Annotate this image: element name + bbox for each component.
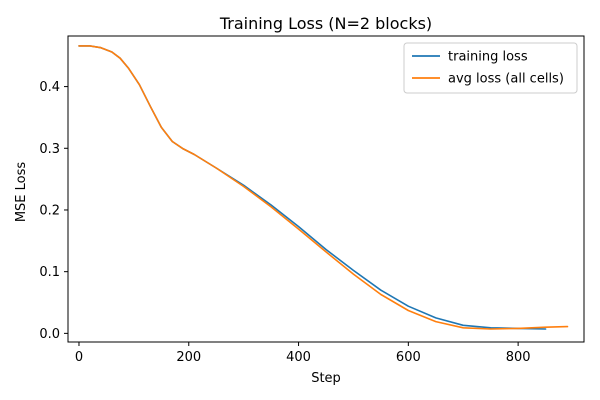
- y-axis-label: MSE Loss: [14, 162, 29, 223]
- x-axis: 0 200 400 600 800: [75, 342, 531, 365]
- legend-label: training loss: [448, 50, 528, 65]
- x-tick-label: 800: [506, 350, 531, 365]
- x-tick-label: 0: [75, 350, 83, 365]
- legend: training loss avg loss (all cells): [403, 42, 578, 94]
- x-axis-label: Step: [311, 371, 341, 386]
- legend-box: [403, 42, 578, 94]
- legend-label: avg loss (all cells): [448, 72, 564, 87]
- series-line-2: [78, 45, 569, 330]
- y-tick-label: 0.4: [39, 80, 60, 95]
- y-tick-label: 0.1: [39, 265, 60, 280]
- chart-title: Training Loss (N=2 blocks): [219, 14, 432, 33]
- series-layer: [78, 45, 569, 330]
- y-tick-label: 0.2: [39, 203, 60, 218]
- plot-frame: [67, 35, 585, 343]
- y-tick-label: 0.0: [39, 327, 60, 342]
- x-tick-label: 400: [286, 350, 311, 365]
- y-axis: 0.0 0.1 0.2 0.3 0.4: [39, 80, 68, 342]
- y-tick-label: 0.3: [39, 142, 60, 157]
- x-tick-label: 200: [176, 350, 201, 365]
- x-tick-label: 600: [396, 350, 421, 365]
